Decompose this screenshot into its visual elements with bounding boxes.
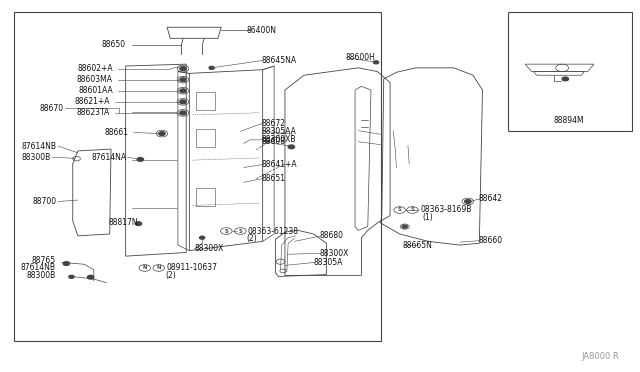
Text: (1): (1) — [422, 213, 433, 222]
Text: 88608: 88608 — [261, 137, 285, 146]
Circle shape — [180, 100, 186, 104]
Text: 88305A: 88305A — [314, 258, 343, 267]
Text: 88642: 88642 — [478, 195, 502, 203]
Text: 08363-61238: 08363-61238 — [248, 227, 299, 235]
Circle shape — [288, 145, 294, 149]
Text: S: S — [398, 208, 401, 212]
Text: N: N — [143, 266, 147, 270]
Text: 88641+A: 88641+A — [261, 160, 297, 169]
Text: 88300XB: 88300XB — [261, 135, 296, 144]
Text: 88660: 88660 — [478, 236, 502, 245]
Circle shape — [137, 158, 143, 161]
Text: 88300B: 88300B — [22, 153, 51, 162]
Text: 88894M: 88894M — [553, 116, 584, 125]
Text: 88700: 88700 — [33, 197, 57, 206]
Text: 88651: 88651 — [261, 174, 285, 183]
Text: 87614NA: 87614NA — [91, 153, 126, 162]
Circle shape — [562, 77, 568, 81]
Text: 08911-10637: 08911-10637 — [166, 263, 218, 272]
Circle shape — [180, 111, 186, 115]
Text: 88601AA: 88601AA — [78, 86, 113, 95]
Text: 88300X: 88300X — [320, 249, 349, 258]
Circle shape — [180, 78, 186, 81]
Bar — [14, 13, 381, 341]
Bar — [196, 188, 215, 206]
Circle shape — [402, 225, 407, 228]
Text: 88672: 88672 — [261, 119, 285, 128]
Text: S: S — [225, 228, 228, 234]
Bar — [508, 13, 632, 131]
Text: S: S — [410, 208, 414, 212]
Text: 88665N: 88665N — [403, 241, 433, 250]
Text: 88602+A: 88602+A — [77, 64, 113, 73]
Text: 88621+A: 88621+A — [74, 97, 109, 106]
Circle shape — [465, 200, 471, 203]
Circle shape — [63, 262, 70, 265]
Circle shape — [374, 61, 379, 64]
Text: 88623TA: 88623TA — [76, 108, 109, 118]
Circle shape — [180, 67, 186, 70]
Text: (2): (2) — [165, 271, 176, 280]
Text: 08363-8169B: 08363-8169B — [420, 205, 472, 215]
Text: 88645NA: 88645NA — [261, 56, 296, 65]
Circle shape — [180, 89, 186, 93]
Text: 88300B: 88300B — [26, 271, 56, 280]
Circle shape — [209, 66, 214, 69]
Text: N: N — [157, 266, 161, 270]
Text: JA8000 R: JA8000 R — [582, 352, 620, 361]
Bar — [196, 92, 215, 110]
Circle shape — [159, 132, 165, 135]
Circle shape — [88, 275, 94, 279]
Text: 88300X: 88300X — [195, 244, 224, 253]
Text: (2): (2) — [246, 234, 257, 243]
Text: 86400N: 86400N — [246, 26, 276, 35]
Text: S: S — [239, 228, 242, 234]
Circle shape — [69, 275, 74, 278]
Text: 88603MA: 88603MA — [77, 75, 113, 84]
Text: 88680: 88680 — [320, 231, 344, 240]
Circle shape — [135, 222, 141, 225]
Text: 88650: 88650 — [102, 40, 125, 49]
Text: 88765: 88765 — [31, 256, 56, 265]
Circle shape — [200, 236, 205, 239]
Text: 88305AA: 88305AA — [261, 127, 296, 136]
Text: 87614NB: 87614NB — [20, 263, 56, 272]
Text: 88661: 88661 — [105, 128, 129, 137]
Text: 88600H: 88600H — [346, 53, 376, 62]
Text: 87614NB: 87614NB — [22, 142, 57, 151]
Text: 88817N: 88817N — [109, 218, 138, 227]
Bar — [196, 129, 215, 147]
Text: 88670: 88670 — [40, 104, 64, 113]
